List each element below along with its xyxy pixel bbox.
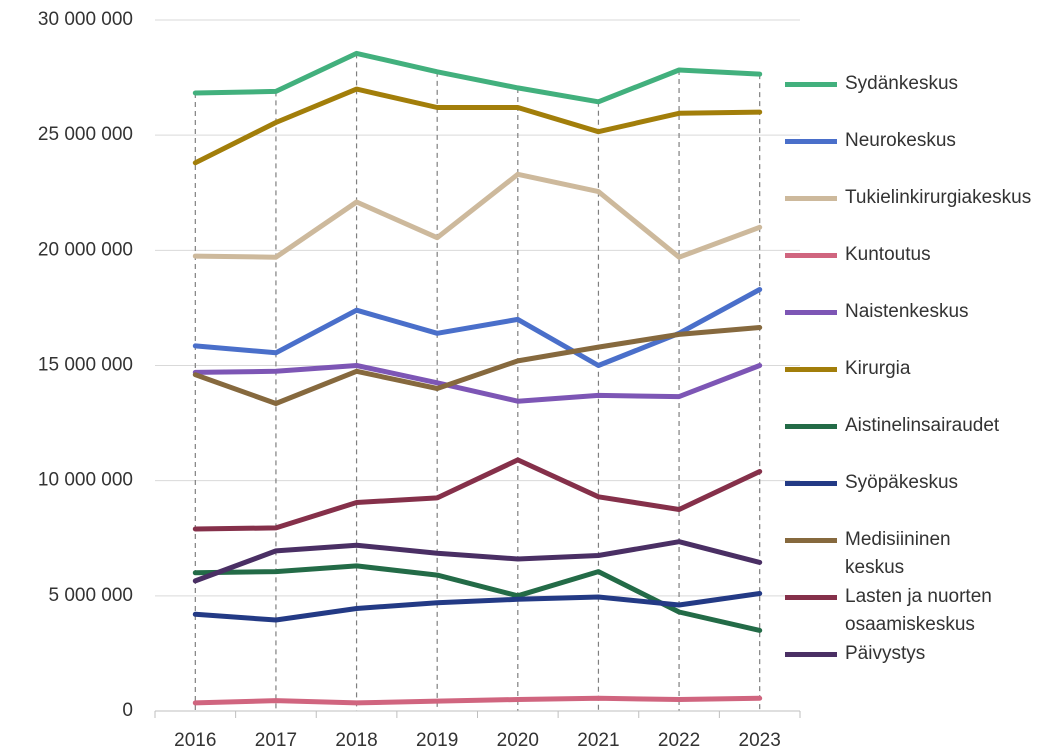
legend-item: Aistinelinsairaudet [785,412,1043,440]
legend-swatch [785,82,837,87]
legend-label: Kuntoutus [845,244,931,265]
series-line [192,287,763,368]
legend-swatch [785,538,837,543]
legend-label: Lasten ja nuorten osaamiskeskus [845,586,992,635]
series-line [192,591,763,623]
x-tick-label: 2021 [577,730,619,750]
series-line [192,50,763,105]
series-line [192,695,763,706]
y-tick-label: 5 000 000 [48,585,133,606]
legend-item: Kuntoutus [785,241,1043,269]
legend-item: Kirurgia [785,355,1043,383]
legend-item: Syöpäkeskus [785,469,1043,497]
series-line [192,457,763,532]
legend-item: Sydänkeskus [785,70,1043,98]
series-line [192,86,763,166]
legend-item: Naistenkeskus [785,298,1043,326]
legend-item: Lasten ja nuorten osaamiskeskus [785,583,1043,639]
legend-swatch [785,481,837,486]
legend-swatch [785,310,837,315]
legend-label: Kirurgia [845,358,911,379]
y-tick-label: 20 000 000 [38,239,133,260]
legend-label: Naistenkeskus [845,301,969,322]
legend-label: Syöpäkeskus [845,472,959,493]
legend-label: Medisiininen keskus [845,529,951,578]
y-tick-label: 10 000 000 [38,470,133,491]
x-tick-label: 2020 [497,730,539,750]
series-line [192,539,763,584]
series-line [192,325,763,406]
legend-label: Neurokeskus [845,130,956,151]
legend-item: Medisiininen keskus [785,526,1005,582]
y-tick-label: 25 000 000 [38,124,133,145]
x-tick-label: 2023 [739,730,781,750]
legend-swatch [785,595,837,600]
legend-item: Päivystys [785,640,1043,668]
y-tick-label: 0 [122,700,133,721]
legend-label: Sydänkeskus [845,73,959,94]
y-tick-label: 30 000 000 [38,9,133,30]
legend-swatch [785,424,837,429]
x-tick-label: 2019 [416,730,458,750]
x-tick-label: 2022 [658,730,700,750]
x-tick-label: 2018 [335,730,377,750]
legend-item: Neurokeskus [785,127,1043,155]
legend-swatch [785,652,837,657]
legend-swatch [785,367,837,372]
legend-swatch [785,196,837,201]
legend-swatch [785,253,837,258]
series-line [192,363,763,404]
series-line [192,171,763,260]
x-tick-label: 2017 [255,730,297,750]
legend-label: Päivystys [845,643,926,664]
legend-label: Aistinelinsairaudet [845,415,1000,436]
x-tick-label: 2016 [174,730,216,750]
legend-swatch [785,139,837,144]
legend-label: Tukielinkirurgiakeskus [845,187,1032,208]
y-tick-label: 15 000 000 [38,355,133,376]
legend-item: Tukielinkirurgiakeskus [785,184,1043,212]
